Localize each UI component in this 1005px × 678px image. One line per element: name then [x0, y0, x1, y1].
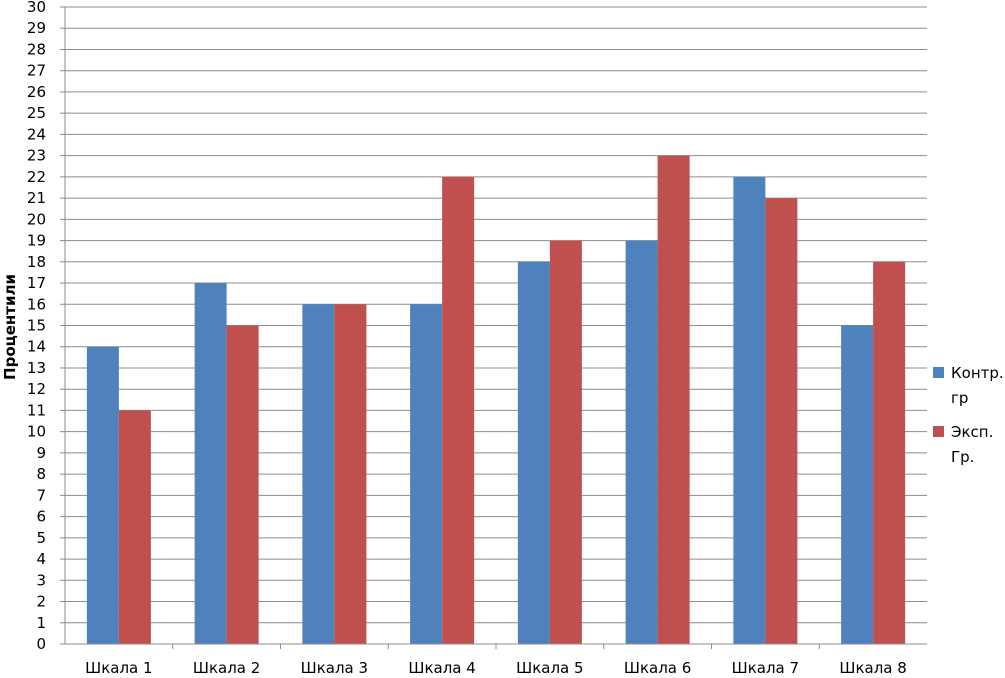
x-tick-label: Шкала 7	[732, 659, 799, 677]
x-tick-label: Шкала 6	[624, 659, 691, 677]
legend-swatch	[933, 367, 944, 378]
bar-control	[733, 176, 766, 644]
legend-label: Контр.	[951, 364, 1004, 382]
legend-swatch	[933, 426, 944, 437]
legend-label: гр	[951, 389, 968, 407]
axes	[60, 6, 927, 649]
bar-experimental	[873, 261, 906, 644]
legend-label: Гр.	[951, 448, 974, 466]
y-tick-label: 18	[27, 253, 46, 271]
y-tick-label: 17	[27, 274, 46, 292]
gridlines	[65, 6, 927, 624]
bar-control	[841, 325, 874, 644]
y-tick-label: 4	[36, 550, 46, 568]
x-tick-label: Шкала 5	[516, 659, 583, 677]
y-tick-label: 11	[27, 401, 46, 419]
y-tick-label: 23	[27, 147, 46, 165]
x-tick-label: Шкала 1	[85, 659, 152, 677]
x-tick-label: Шкала 8	[839, 659, 906, 677]
y-tick-label: 19	[27, 232, 46, 250]
bar-control	[194, 283, 227, 644]
x-tick-labels: Шкала 1 Шкала 2 Шкала 3 Шкала 4 Шкала 5 Шкала…	[85, 659, 907, 677]
y-tick-label: 20	[27, 210, 46, 228]
y-tick-label: 25	[27, 104, 46, 122]
y-tick-label: 5	[36, 529, 46, 547]
y-tick-label: 29	[27, 19, 46, 37]
y-tick-label: 6	[36, 508, 46, 526]
bar-experimental	[118, 410, 151, 644]
y-tick-label: 13	[27, 359, 46, 377]
bar-control	[302, 304, 335, 644]
bar-experimental	[657, 155, 690, 644]
bar-experimental	[226, 325, 259, 644]
y-tick-labels: 0123456789101112131415161718192021222324…	[27, 0, 46, 653]
y-tick-label: 7	[36, 486, 46, 504]
y-tick-label: 1	[36, 614, 46, 632]
y-tick-label: 21	[27, 189, 46, 207]
y-tick-label: 30	[27, 0, 46, 16]
bar-experimental	[442, 176, 475, 644]
y-tick-label: 3	[36, 571, 46, 589]
y-tick-label: 28	[27, 40, 46, 58]
y-tick-label: 2	[36, 593, 46, 611]
y-tick-label: 22	[27, 168, 46, 186]
y-axis-title: Процентили	[1, 274, 19, 380]
y-tick-label: 24	[27, 125, 46, 143]
bar-experimental	[765, 198, 798, 644]
y-tick-label: 26	[27, 83, 46, 101]
y-tick-label: 10	[27, 423, 46, 441]
y-tick-label: 14	[27, 338, 46, 356]
y-tick-label: 15	[27, 317, 46, 335]
legend-label: Эксп.	[951, 423, 993, 441]
bars	[86, 155, 906, 645]
x-tick-label: Шкала 4	[408, 659, 475, 677]
y-tick-label: 27	[27, 62, 46, 80]
x-tick-label: Шкала 3	[301, 659, 368, 677]
bar-control	[517, 261, 550, 644]
y-tick-label: 12	[27, 380, 46, 398]
bar-control	[86, 346, 119, 644]
y-tick-label: 16	[27, 295, 46, 313]
y-tick-label: 0	[36, 635, 46, 653]
legend: Контр. гр Эксп. Гр.	[933, 364, 1004, 466]
bar-control	[625, 240, 658, 645]
y-tick-label: 9	[36, 444, 46, 462]
bar-experimental	[334, 304, 367, 644]
bar-experimental	[549, 240, 582, 645]
x-tick-label: Шкала 2	[193, 659, 260, 677]
y-tick-label: 8	[36, 465, 46, 483]
bar-control	[410, 304, 443, 644]
